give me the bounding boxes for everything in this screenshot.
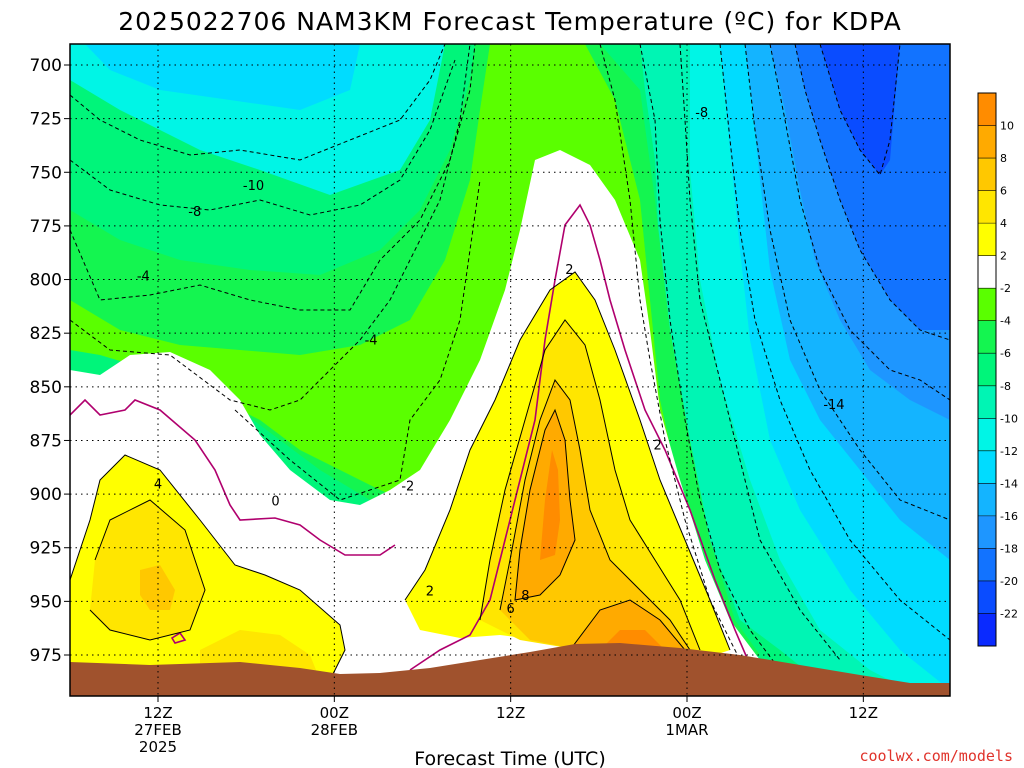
- x-tick-label: 1MAR: [665, 721, 708, 739]
- colorbar-swatch: [978, 613, 996, 646]
- y-tick-label: 800: [30, 271, 62, 291]
- credit-text: coolwx.com/models: [859, 747, 1013, 765]
- colorbar-swatch: [978, 223, 996, 256]
- colorbar-tick-label: -18: [1000, 542, 1018, 555]
- colorbar-swatch: [978, 93, 996, 126]
- x-tick-label: 00Z: [320, 704, 349, 722]
- y-tick-label: 950: [30, 592, 62, 612]
- y-tick-label: 825: [30, 324, 62, 344]
- colorbar-tick-label: -22: [1000, 607, 1018, 620]
- colorbar-tick-label: -8: [1000, 380, 1011, 393]
- terrain-surface: [70, 643, 950, 696]
- colorbar-swatch: [978, 125, 996, 159]
- colorbar-swatch: [978, 288, 996, 321]
- contour-label: 8: [521, 589, 529, 604]
- x-tick-label: 2025: [139, 738, 177, 756]
- temperature-band-upper-left-minus14: [85, 44, 360, 110]
- colorbar-tick-label: -20: [1000, 575, 1018, 588]
- temperature-band-plus6-left: [140, 565, 175, 610]
- zero-isotherm-line: [70, 398, 396, 556]
- colorbar-tick-label: 4: [1000, 217, 1007, 230]
- plot-area: [70, 44, 950, 696]
- colorbar-tick-label: 6: [1000, 185, 1007, 198]
- contour-label: 0: [271, 495, 279, 510]
- y-tick-label: 900: [30, 485, 62, 505]
- colorbar-swatch: [978, 580, 996, 614]
- y-tick-label: 775: [30, 217, 62, 237]
- colorbar-tick-label: -2: [1000, 282, 1011, 295]
- x-axis-label: Forecast Time (UTC): [414, 748, 605, 768]
- colorbar-swatch: [978, 190, 996, 224]
- colorbar-swatch: [978, 353, 996, 386]
- colorbar-tick-label: -16: [1000, 510, 1018, 523]
- contour-label: -4: [137, 269, 150, 284]
- contour-label: 2: [426, 585, 434, 600]
- contour-label: -8: [695, 106, 708, 121]
- contour-label: -8: [188, 205, 201, 220]
- y-tick-label: 850: [30, 378, 62, 398]
- x-tick-label: 12Z: [496, 704, 525, 722]
- y-tick-label: 975: [30, 646, 62, 666]
- x-tick-label: 28FEB: [311, 721, 358, 739]
- contour-label: -10: [243, 179, 264, 194]
- colorbar-swatch: [978, 320, 996, 354]
- colorbar-swatch: [978, 548, 996, 581]
- contour-label: 2: [565, 263, 573, 278]
- contour-label: 4: [154, 477, 162, 492]
- contour-label: -14: [823, 398, 844, 413]
- colorbar-swatch: [978, 450, 996, 484]
- colorbar-tick-label: 2: [1000, 250, 1007, 263]
- colorbar-swatch: [978, 418, 996, 451]
- zero-isotherm-line-small: [170, 631, 187, 644]
- y-tick-label: 925: [30, 539, 62, 559]
- x-tick-label: 12Z: [849, 704, 878, 722]
- y-tick-label: 700: [30, 56, 62, 76]
- chart-title: 2025022706 NAM3KM Forecast Temperature (…: [118, 7, 901, 36]
- y-axis: 700 725 750 775 800 825 850 875 900 925 950 975: [30, 56, 70, 666]
- colorbar-swatch: [978, 483, 996, 516]
- contour-label: -2: [401, 480, 414, 495]
- colorbar-swatch: [978, 515, 996, 549]
- temperature-band-minus20: [820, 44, 900, 175]
- x-tick-label: 27FEB: [134, 721, 181, 739]
- colorbar-tick-label: -6: [1000, 347, 1011, 360]
- contour-label: 6: [507, 602, 515, 617]
- negative-isotherm-lines: [70, 44, 950, 671]
- x-tick-label: 12Z: [143, 704, 172, 722]
- colorbar-tick-label: -10: [1000, 412, 1018, 425]
- zero-isotherm-line-right: [409, 203, 751, 671]
- contour-label: 2: [653, 439, 661, 454]
- colorbar-swatch: [978, 158, 996, 191]
- y-tick-label: 750: [30, 163, 62, 183]
- colorbar-tick-label: -12: [1000, 445, 1018, 458]
- temperature-band-minus18: [795, 44, 950, 330]
- temperature-band-plus10-right: [540, 450, 560, 560]
- colorbar-tick-label: -4: [1000, 315, 1011, 328]
- colorbar-tick-label: -14: [1000, 477, 1018, 490]
- y-tick-label: 725: [30, 110, 62, 130]
- colorbar-frame: [977, 92, 997, 647]
- contour-labels: -10 -8 -4 -4 -2 -8 -14 0 2 2 2 4 68: [137, 106, 845, 617]
- plot-frame: [69, 43, 951, 697]
- grid-lines: [70, 44, 950, 696]
- colorbar-swatch: [978, 385, 996, 419]
- colorbar-swatch: [978, 255, 996, 289]
- y-tick-label: 875: [30, 431, 62, 451]
- contour-label: -4: [365, 334, 378, 349]
- x-tick-label: 00Z: [672, 704, 701, 722]
- colorbar-tick-label: 10: [1000, 120, 1014, 133]
- colorbar-tick-label: 8: [1000, 152, 1007, 165]
